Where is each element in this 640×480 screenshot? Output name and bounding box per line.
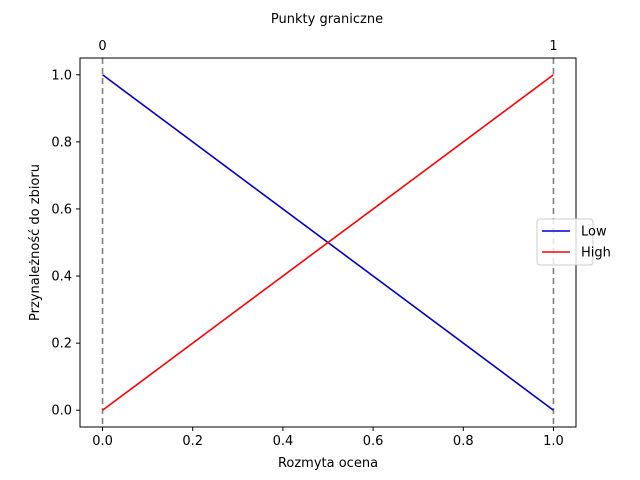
y-tick-label: 0.8 (51, 135, 72, 150)
x-tick-label: 0.6 (363, 434, 384, 449)
x-axis-label: Rozmyta ocena (278, 456, 378, 471)
x-tick-label: 1.0 (543, 434, 564, 449)
boundary-label: 0 (98, 39, 106, 54)
legend-label: High (581, 246, 611, 261)
x-tick-label: 0.2 (182, 434, 203, 449)
y-axis-label: Przynależność do zbioru (28, 164, 43, 321)
x-tick-label: 0.4 (273, 434, 294, 449)
boundary-label: 1 (549, 39, 557, 54)
x-tick-label: 0.0 (92, 434, 113, 449)
x-tick-label: 0.8 (453, 434, 474, 449)
y-tick-label: 1.0 (51, 68, 72, 83)
legend: Low High (536, 218, 611, 266)
series-line-high (102, 74, 554, 411)
legend-label: Low (581, 225, 607, 240)
y-tick-label: 0.6 (51, 202, 72, 217)
y-tick-label: 0.4 (51, 270, 72, 285)
y-tick-label: 0.2 (51, 337, 72, 352)
y-tick-label: 0.0 (51, 404, 72, 419)
chart-title: Punkty graniczne (271, 12, 383, 27)
